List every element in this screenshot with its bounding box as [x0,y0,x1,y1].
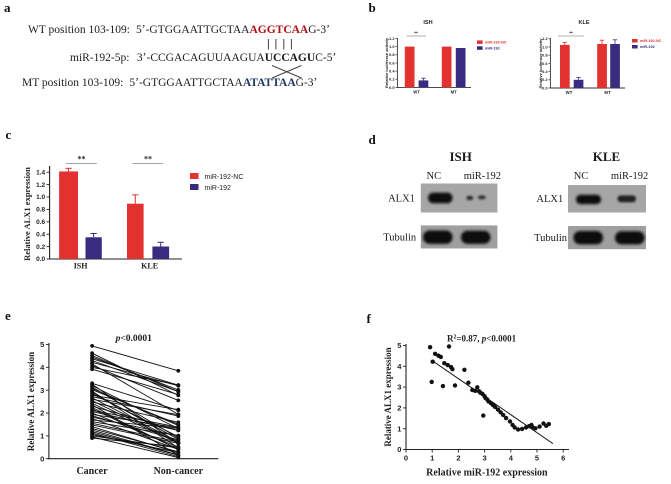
svg-text:5: 5 [40,340,44,349]
svg-text:4: 4 [397,362,402,371]
svg-text:NC: NC [574,171,589,182]
svg-text:miR-192-NC: miR-192-NC [640,39,662,43]
svg-text:WT: WT [413,90,420,95]
svg-text:0.0: 0.0 [36,256,45,263]
svg-text:0: 0 [40,454,44,463]
svg-text:0.4: 0.4 [389,69,395,74]
svg-text:6: 6 [561,454,565,463]
svg-text:**: ** [78,155,86,164]
svg-text:KLE: KLE [579,20,590,26]
svg-text:2: 2 [456,454,460,463]
svg-text:1.2: 1.2 [36,182,45,189]
svg-text:ISH: ISH [449,149,471,164]
svg-text:Relative miR-192 expression: Relative miR-192 expression [426,468,548,479]
svg-text:Tubulin: Tubulin [383,233,417,244]
svg-text:Non-cancer: Non-cancer [154,466,204,477]
svg-text:Relative luciferase activity: Relative luciferase activity [384,37,389,88]
svg-text:0.6: 0.6 [542,61,548,66]
svg-text:0.8: 0.8 [542,53,548,58]
svg-text:miR-192: miR-192 [640,45,655,49]
svg-text:MT: MT [604,90,611,95]
svg-text:1.4: 1.4 [36,169,45,176]
svg-text:1.2: 1.2 [542,36,548,41]
svg-text:R2=0.87, p<0.0001: R2=0.87, p<0.0001 [447,334,517,344]
svg-text:0.8: 0.8 [36,207,45,214]
svg-text:0.0: 0.0 [389,85,395,90]
svg-text:miR-192: miR-192 [205,185,232,192]
svg-text:Relative ALX1 expression: Relative ALX1 expression [22,167,32,261]
svg-text:0.0: 0.0 [542,85,548,90]
svg-text:1.0: 1.0 [389,44,395,49]
svg-text:miR-192: miR-192 [485,47,500,51]
svg-text:ALX1: ALX1 [388,194,415,205]
svg-text:NC: NC [427,171,442,182]
svg-text:1.0: 1.0 [36,194,45,201]
svg-text:**: ** [414,31,418,36]
svg-text:0.4: 0.4 [36,231,45,238]
svg-text:1: 1 [40,432,44,441]
svg-text:MT: MT [451,90,458,95]
svg-text:Relative ALX1 expression: Relative ALX1 expression [383,347,393,446]
svg-text:0.2: 0.2 [542,77,548,82]
svg-text:0: 0 [397,445,401,454]
svg-text:Cancer: Cancer [76,466,108,477]
svg-text:1.0: 1.0 [542,44,548,49]
svg-text:0.6: 0.6 [36,219,45,226]
svg-text:0.6: 0.6 [389,60,395,65]
svg-text:Relative ALX1 expression: Relative ALX1 expression [26,352,36,451]
svg-text:p<0.0001: p<0.0001 [115,334,153,344]
svg-text:1: 1 [397,424,401,433]
svg-text:3: 3 [483,454,487,463]
svg-text:Tubulin: Tubulin [534,233,568,244]
svg-text:ALX1: ALX1 [536,194,563,205]
svg-text:1: 1 [430,454,434,463]
svg-text:0.2: 0.2 [389,77,395,82]
svg-text:ISH: ISH [74,262,89,271]
svg-text:KLE: KLE [593,149,620,164]
svg-text:0.2: 0.2 [36,244,45,251]
svg-text:Relative luciferase activity: Relative luciferase activity [538,38,543,89]
svg-text:3: 3 [40,386,44,395]
svg-text:0: 0 [404,454,408,463]
svg-text:4: 4 [509,454,514,463]
svg-text:**: ** [569,31,573,36]
svg-text:2: 2 [397,404,401,413]
svg-text:4: 4 [40,363,45,372]
svg-text:2: 2 [40,409,44,418]
svg-text:miR-192: miR-192 [611,171,648,182]
svg-text:ISH: ISH [423,20,432,26]
svg-text:KLE: KLE [141,262,158,271]
svg-text:3: 3 [397,383,401,392]
svg-text:5: 5 [535,454,539,463]
svg-text:5: 5 [397,341,401,350]
svg-text:0.8: 0.8 [389,52,395,57]
svg-text:WT: WT [566,90,573,95]
svg-text:miR-192-NC: miR-192-NC [205,174,244,181]
svg-text:miR-192-NC: miR-192-NC [485,41,507,45]
svg-text:0.4: 0.4 [542,69,548,74]
svg-text:miR-192: miR-192 [464,171,501,182]
svg-text:**: ** [144,155,152,164]
svg-text:1.2: 1.2 [389,36,395,41]
